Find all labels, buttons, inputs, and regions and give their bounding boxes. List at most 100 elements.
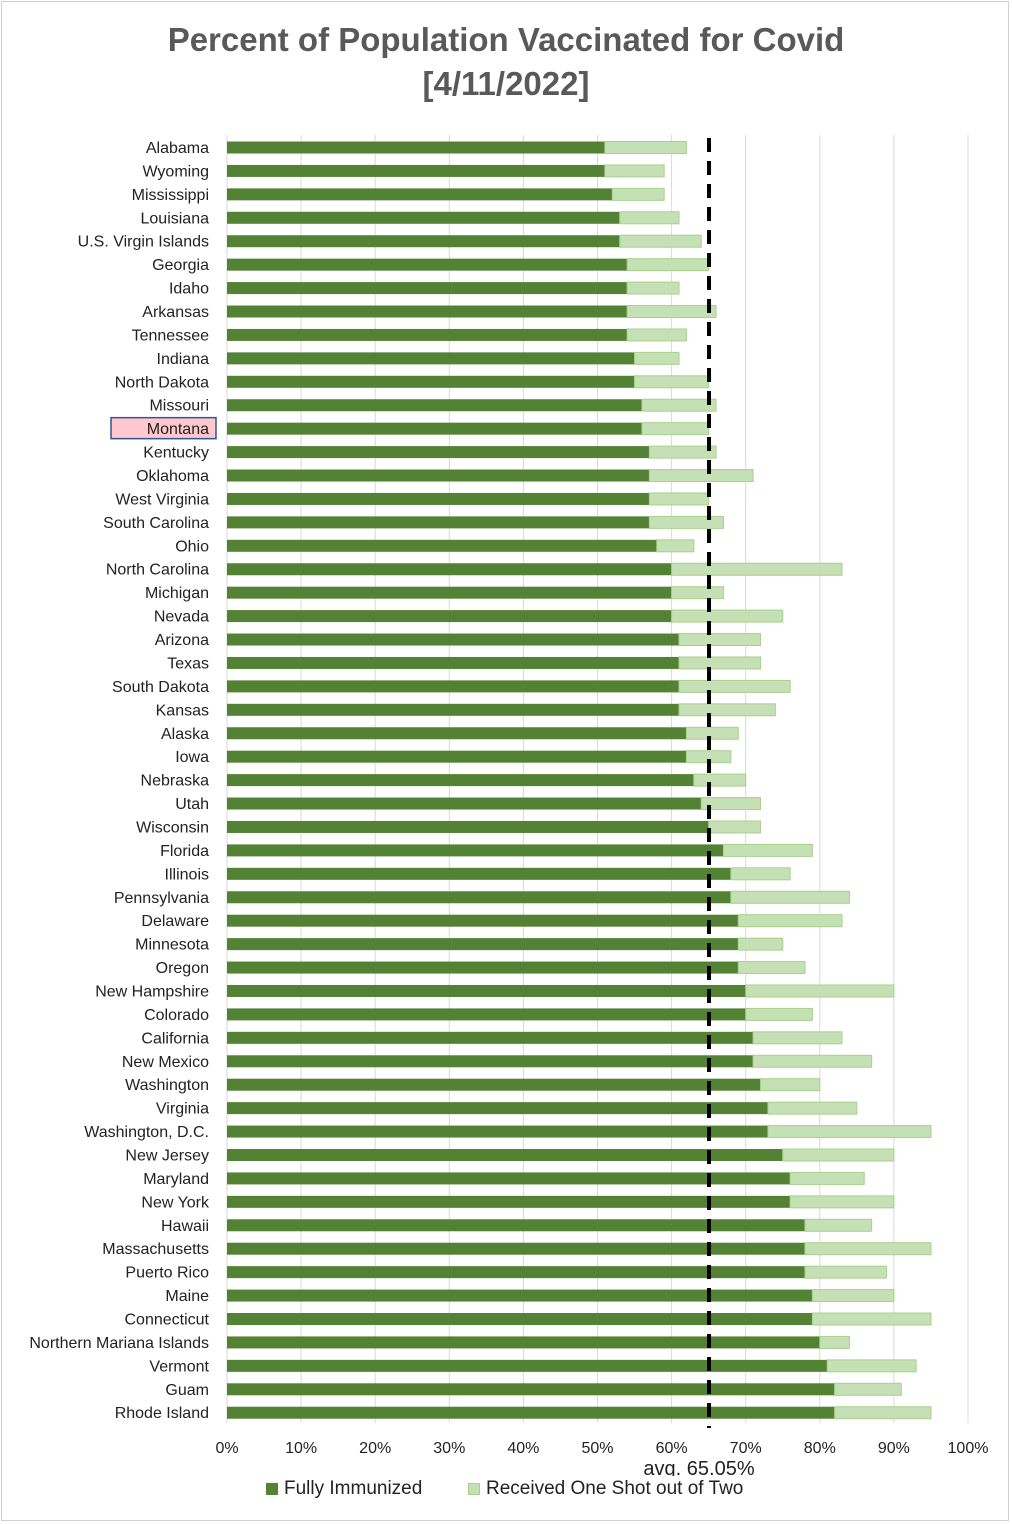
bar-fully-immunized <box>227 1148 783 1161</box>
bar-fully-immunized <box>227 258 628 271</box>
bar-fully-immunized <box>227 305 628 318</box>
bar-fully-immunized <box>227 867 731 880</box>
bar-one-shot <box>752 1031 843 1045</box>
bar-one-shot <box>737 914 843 928</box>
bar-one-shot <box>730 867 791 881</box>
category-label: Alabama <box>146 140 209 157</box>
bar-fully-immunized <box>227 1125 768 1138</box>
bar-one-shot <box>767 1125 932 1139</box>
category-label: Colorado <box>144 1007 209 1024</box>
bar-one-shot <box>737 961 806 975</box>
category-label: Louisiana <box>141 210 210 227</box>
bar-one-shot <box>648 445 717 459</box>
x-tick-label: 70% <box>730 1440 762 1457</box>
bar-fully-immunized <box>227 1359 828 1372</box>
category-label: Iowa <box>175 749 209 766</box>
bar-fully-immunized <box>227 446 650 459</box>
bar-fully-immunized <box>227 844 724 857</box>
category-label: California <box>141 1030 209 1047</box>
x-tick-label: 80% <box>804 1440 836 1457</box>
x-tick-label: 90% <box>878 1440 910 1457</box>
legend-item-fully-immunized: Fully Immunized <box>266 1478 422 1500</box>
bar-fully-immunized <box>227 797 702 810</box>
category-label: New Mexico <box>122 1054 209 1071</box>
bar-one-shot <box>804 1265 887 1279</box>
category-label: Tennessee <box>132 327 209 344</box>
bar-one-shot <box>678 633 762 647</box>
category-label: Maine <box>165 1288 209 1305</box>
bar-fully-immunized <box>227 1055 754 1068</box>
bar-one-shot <box>648 515 724 529</box>
category-label: Minnesota <box>135 937 209 954</box>
x-tick-label: 40% <box>507 1440 539 1457</box>
bar-fully-immunized <box>227 188 613 201</box>
bar-one-shot <box>693 773 747 787</box>
category-label: Wisconsin <box>136 819 209 836</box>
bar-fully-immunized <box>227 1383 835 1396</box>
bar-one-shot <box>626 281 680 295</box>
bar-one-shot <box>804 1242 932 1256</box>
bar-fully-immunized <box>227 938 739 951</box>
bar-one-shot <box>619 211 680 225</box>
bar-fully-immunized <box>227 164 605 177</box>
bar-one-shot <box>626 328 687 342</box>
bar-fully-immunized <box>227 610 672 623</box>
category-label: Kansas <box>156 702 209 719</box>
bar-fully-immunized <box>227 891 731 904</box>
bar-one-shot <box>789 1171 865 1185</box>
bar-fully-immunized <box>227 399 642 412</box>
bar-one-shot <box>730 890 850 904</box>
bar-fully-immunized <box>227 1313 813 1325</box>
legend-swatch-fully-immunized <box>266 1483 278 1495</box>
legend-label-fully-immunized: Fully Immunized <box>284 1478 423 1499</box>
category-label: Alaska <box>161 726 209 743</box>
bar-one-shot <box>789 1195 895 1209</box>
bar-fully-immunized <box>227 1008 746 1021</box>
bar-one-shot <box>671 586 724 600</box>
bar-fully-immunized <box>227 282 628 295</box>
category-label: Hawaii <box>161 1218 209 1235</box>
bar-fully-immunized <box>227 1078 761 1091</box>
category-label: Connecticut <box>125 1312 210 1329</box>
highlight-box <box>110 416 217 440</box>
bar-fully-immunized <box>227 563 672 576</box>
bar-one-shot <box>619 234 702 248</box>
bar-one-shot <box>811 1289 895 1303</box>
bar-one-shot <box>604 164 665 178</box>
bar-one-shot <box>685 726 739 740</box>
category-label: Ohio <box>175 538 209 555</box>
bar-one-shot <box>819 1335 850 1349</box>
bar-one-shot <box>722 843 813 857</box>
category-label: Washington <box>125 1077 209 1094</box>
category-label: West Virginia <box>115 491 209 508</box>
x-tick-label: 50% <box>581 1440 613 1457</box>
average-label: avg. 65.05% <box>643 1458 754 1476</box>
chart-title: Percent of Population Vaccinated for Cov… <box>0 18 1012 106</box>
bar-one-shot <box>678 656 762 670</box>
bar-one-shot <box>611 187 665 201</box>
bar-fully-immunized <box>227 352 635 365</box>
bar-one-shot <box>678 703 776 717</box>
bar-one-shot <box>826 1359 917 1373</box>
bar-fully-immunized <box>227 328 628 341</box>
category-label: Arizona <box>155 632 209 649</box>
category-label: Indiana <box>157 351 210 368</box>
chart-title-line-1: Percent of Population Vaccinated for Cov… <box>167 21 845 58</box>
bar-one-shot <box>648 469 754 483</box>
bar-fully-immunized <box>227 1219 805 1232</box>
bar-one-shot <box>782 1148 895 1162</box>
category-label: Florida <box>160 843 209 860</box>
bar-one-shot <box>634 375 710 389</box>
bar-fully-immunized <box>227 1242 805 1255</box>
x-tick-label: 30% <box>433 1440 465 1457</box>
bar-one-shot <box>604 141 687 154</box>
category-label: Kentucky <box>143 445 209 462</box>
category-label: Nevada <box>154 609 209 626</box>
chart-legend: Fully Immunized Received One Shot out of… <box>0 1478 1012 1504</box>
bar-fully-immunized <box>227 680 680 693</box>
bar-one-shot <box>834 1406 932 1420</box>
bar-fully-immunized <box>227 703 680 716</box>
category-label: Massachusetts <box>102 1241 209 1258</box>
x-tick-label: 10% <box>285 1440 317 1457</box>
bar-fully-immunized <box>227 422 642 435</box>
